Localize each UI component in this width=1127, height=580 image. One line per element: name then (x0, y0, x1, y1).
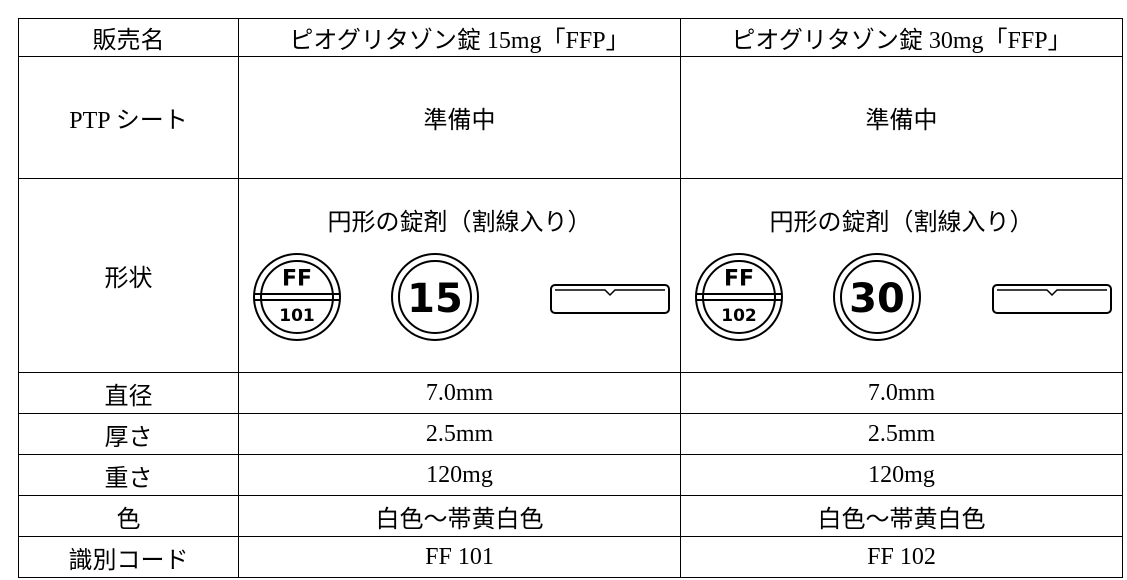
shape-text: 円形の錠剤（割線入り） (327, 207, 592, 236)
row: 重さ 120mg 120mg (18, 454, 1123, 496)
row-label: 形状 (18, 178, 239, 373)
imprint-top: FF (723, 266, 753, 291)
header-cell: ピオグリタゾン錠 30mg「FFP」 (680, 18, 1123, 57)
row-label: 識別コード (18, 536, 239, 578)
row: PTP シート 準備中 準備中 (18, 56, 1123, 179)
row: 識別コード FF 101 FF 102 (18, 536, 1123, 578)
header-cell: 販売名 (18, 18, 239, 57)
tablet-inner (397, 259, 472, 334)
tablet-outline (832, 252, 921, 341)
tablet-side (991, 283, 1112, 314)
cell: FF 102 (680, 536, 1123, 578)
tablet-inner (839, 259, 914, 334)
cell: 準備中 (680, 56, 1123, 179)
tablet-drawing: FF 102 30 (694, 252, 1112, 341)
tablet-inner (701, 259, 776, 334)
imprint-bottom: 101 (279, 306, 315, 326)
row: 厚さ 2.5mm 2.5mm (18, 413, 1123, 455)
imprint-face: 15 (407, 276, 463, 322)
pill-slot: FF 101 15 (239, 251, 680, 350)
row: 色 白色～帯黄白色 白色～帯黄白色 (18, 495, 1123, 537)
tablet-drawing: FF 101 15 (252, 252, 670, 341)
row-label: 厚さ (18, 413, 239, 455)
row-label: 直径 (18, 372, 239, 414)
cell: 白色～帯黄白色 (680, 495, 1123, 537)
imprint-face: 30 (849, 276, 905, 322)
cell: 7.0mm (680, 372, 1123, 414)
cell: 2.5mm (238, 413, 681, 455)
cell: 円形の錠剤（割線入り） FF 102 30 (680, 178, 1123, 373)
tablet-outline (390, 252, 479, 341)
tablet-outline (694, 252, 783, 341)
tablet-side (549, 283, 670, 314)
imprint-bottom: 102 (721, 306, 757, 326)
header-cell: ピオグリタゾン錠 15mg「FFP」 (238, 18, 681, 57)
cell: 120mg (238, 454, 681, 496)
tablet-side-score (996, 288, 1107, 296)
cell: 120mg (680, 454, 1123, 496)
row: 形状 円形の錠剤（割線入り） FF 101 15 円形の錠剤（割線入り） FF 102 30 (18, 178, 1123, 373)
row-label: 色 (18, 495, 239, 537)
tablet-side-score (554, 288, 665, 296)
cell: 7.0mm (238, 372, 681, 414)
cell: 2.5mm (680, 413, 1123, 455)
cell: 準備中 (238, 56, 681, 179)
tablet-outline (252, 252, 341, 341)
spec-table: 販売名 ピオグリタゾン錠 15mg「FFP」 ピオグリタゾン錠 30mg「FFP… (18, 18, 1123, 578)
cell: FF 101 (238, 536, 681, 578)
row: 直径 7.0mm 7.0mm (18, 372, 1123, 414)
pill-slot: FF 102 30 (681, 251, 1122, 350)
row-label: 重さ (18, 454, 239, 496)
header-row: 販売名 ピオグリタゾン錠 15mg「FFP」 ピオグリタゾン錠 30mg「FFP… (18, 18, 1123, 57)
cell: 円形の錠剤（割線入り） FF 101 15 (238, 178, 681, 373)
imprint-top: FF (281, 266, 311, 291)
cell: 白色～帯黄白色 (238, 495, 681, 537)
shape-text: 円形の錠剤（割線入り） (769, 207, 1034, 236)
tablet-inner (259, 259, 334, 334)
row-label: PTP シート (18, 56, 239, 179)
